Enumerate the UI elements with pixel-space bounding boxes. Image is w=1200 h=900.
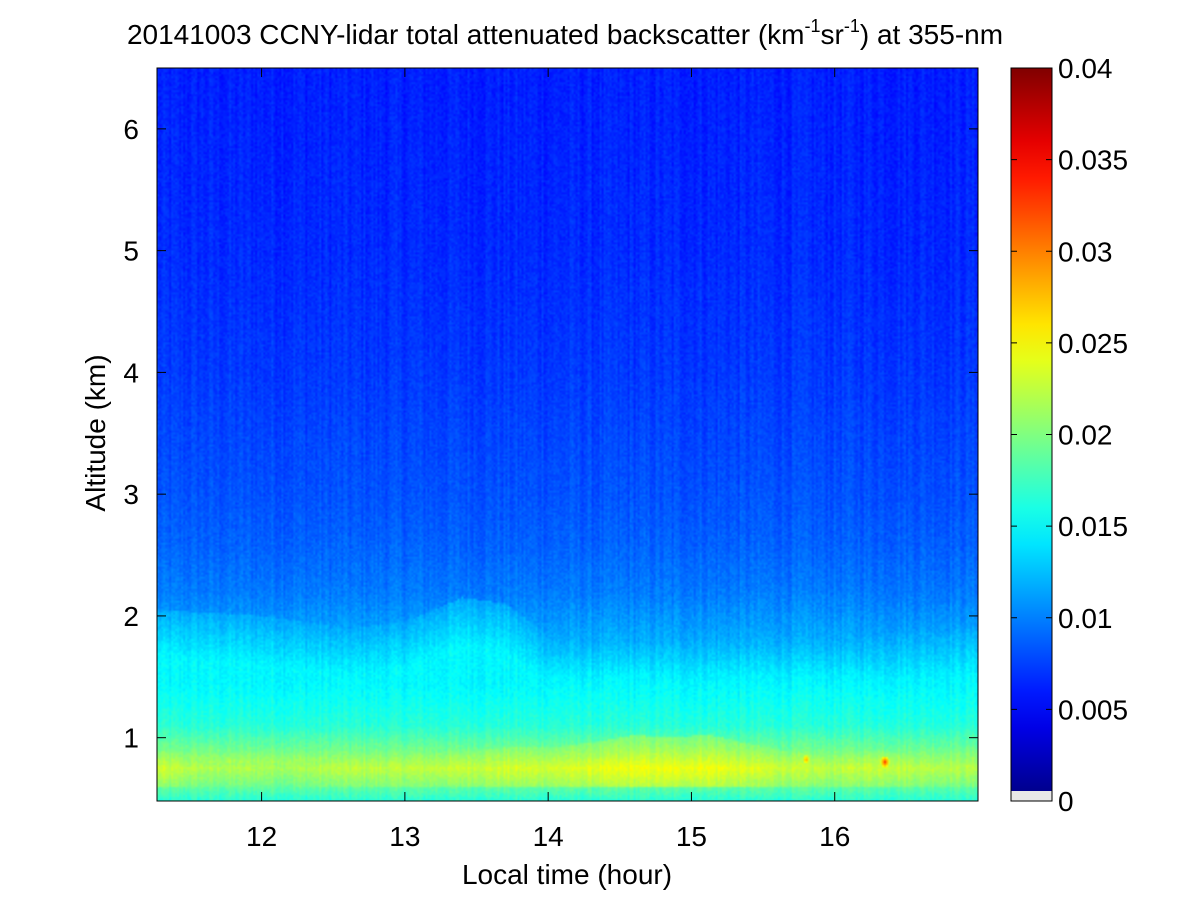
y-axis: 1 2 3 4 5 6 <box>123 114 978 754</box>
colorbar-zero-swatch <box>1011 791 1052 801</box>
x-tick-label-12: 12 <box>246 821 277 852</box>
backscatter-heatmap <box>157 68 978 801</box>
chart-title-superscript-1: -1 <box>805 16 821 36</box>
colorbar-tick-label-0.005: 0.005 <box>1058 694 1128 725</box>
colorbar-tick-label-0.02: 0.02 <box>1058 420 1113 451</box>
colorbar: 0 0.005 0.01 0.015 0.02 0.025 0.03 0.035 0.04 <box>1010 53 1128 817</box>
colorbar-tick-label-0.03: 0.03 <box>1058 236 1113 267</box>
x-axis: 12 13 14 15 16 <box>246 68 850 852</box>
chart-title: 20141003 CCNY-lidar total attenuated bac… <box>127 16 1003 50</box>
x-tick-label-14: 14 <box>533 821 564 852</box>
colorbar-tick-label-0.035: 0.035 <box>1058 145 1128 176</box>
plot-frame <box>156 67 979 802</box>
y-axis-label: Altitude (km) <box>80 354 111 511</box>
colorbar-gradient <box>1011 68 1052 801</box>
chart-title-unit-sr: sr <box>821 19 844 50</box>
colorbar-tick-label-0.025: 0.025 <box>1058 328 1128 359</box>
x-tick-label-16: 16 <box>819 821 850 852</box>
y-tick-label-2: 2 <box>123 601 139 632</box>
y-tick-label-3: 3 <box>123 479 139 510</box>
x-tick-label-15: 15 <box>676 821 707 852</box>
y-tick-label-5: 5 <box>123 236 139 267</box>
y-tick-label-4: 4 <box>123 357 139 388</box>
colorbar-tick-label-0.04: 0.04 <box>1058 53 1113 84</box>
plot-area <box>156 67 979 802</box>
colorbar-ticks: 0 0.005 0.01 0.015 0.02 0.025 0.03 0.035 0.04 <box>1011 53 1128 817</box>
x-axis-label: Local time (hour) <box>462 859 672 890</box>
y-tick-label-6: 6 <box>123 114 139 145</box>
chart-title-main: 20141003 CCNY-lidar total attenuated bac… <box>127 19 805 50</box>
chart-title-suffix: ) at 355-nm <box>860 19 1003 50</box>
y-tick-label-1: 1 <box>123 723 139 754</box>
colorbar-tick-label-0.01: 0.01 <box>1058 603 1113 634</box>
x-tick-label-13: 13 <box>389 821 420 852</box>
colorbar-tick-label-0.015: 0.015 <box>1058 511 1128 542</box>
chart-title-superscript-2: -1 <box>844 16 860 36</box>
colorbar-tick-label-0: 0 <box>1058 786 1074 817</box>
